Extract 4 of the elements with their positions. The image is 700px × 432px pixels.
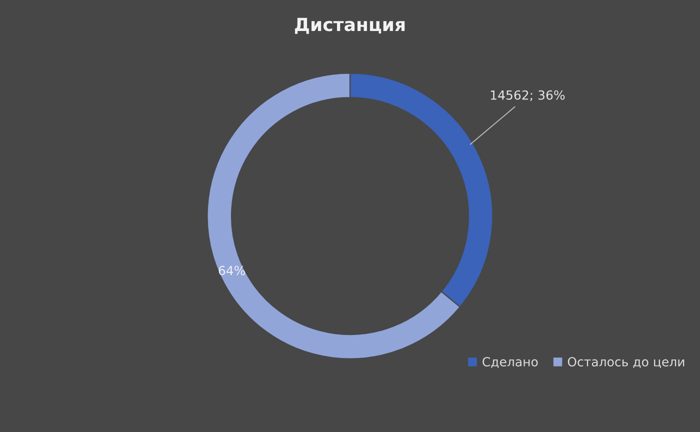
data-label: 14562; 36% (490, 90, 565, 102)
legend-label: Сделано (482, 357, 538, 368)
legend-label: Осталось до цели (568, 357, 684, 368)
chart-title: Дистанция (294, 18, 405, 34)
